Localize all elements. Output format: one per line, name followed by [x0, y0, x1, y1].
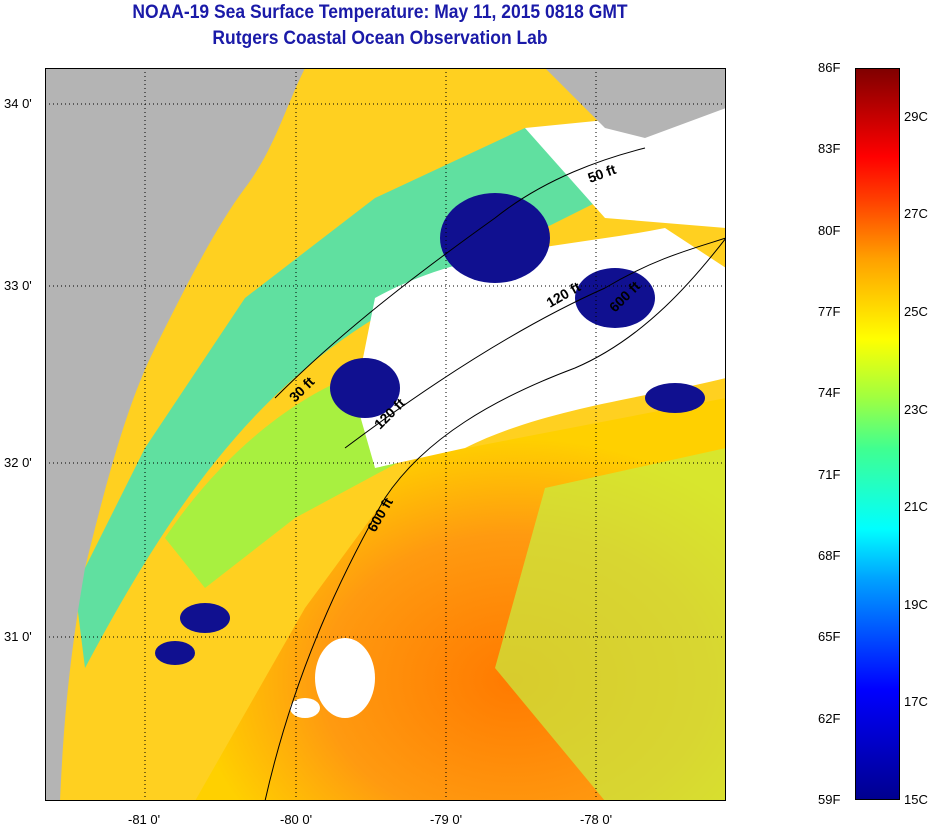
cool-band: [495, 448, 726, 801]
fahrenheit-tick-label: 86F: [818, 60, 841, 75]
cloud-area-north: [525, 108, 726, 228]
lat-label: 32 0': [4, 455, 32, 470]
lat-label: 33 0': [4, 278, 32, 293]
celsius-tick-label: 21C: [904, 499, 928, 515]
cloud-patches: [290, 638, 375, 718]
celsius-tick-label: 19C: [904, 596, 928, 612]
lon-label: -78 0': [580, 812, 613, 827]
lon-label: -80 0': [280, 812, 313, 827]
fahrenheit-tick-label: 80F: [818, 222, 841, 238]
shelf-water-green: [165, 368, 425, 588]
fahrenheit-tick-label: 62F: [818, 710, 841, 726]
celsius-tick-label: 27C: [904, 206, 928, 222]
fahrenheit-tick-label: 65F: [818, 629, 841, 645]
map-frame: [45, 68, 726, 801]
celsius-tick-label: 17C: [904, 694, 928, 710]
fahrenheit-tick-label: 77F: [818, 304, 841, 319]
land-mass: [45, 68, 305, 801]
cloud-edge-cold-pixels: [155, 193, 705, 665]
graticule: [45, 68, 726, 801]
temperature-colorbar: [855, 68, 900, 800]
celsius-tick-label: 29C: [904, 108, 928, 124]
celsius-tick-label: 15C: [904, 792, 928, 807]
fahrenheit-tick-label: 59F: [818, 792, 841, 807]
fahrenheit-tick-label: 68F: [818, 548, 841, 563]
celsius-tick-label: 25C: [904, 304, 928, 319]
land-mass-north: [545, 68, 726, 138]
fahrenheit-tick-label: 71F: [818, 466, 841, 482]
map-subtitle: Rutgers Coastal Ocean Observation Lab: [212, 28, 548, 49]
sst-map: 50 ft 120 ft 600 ft 30 ft 120 ft 600 ft: [45, 68, 726, 801]
bathymetry-contours: [264, 147, 726, 801]
lat-label: 34 0': [4, 96, 32, 111]
fahrenheit-tick-label: 83F: [818, 141, 841, 157]
map-title: NOAA-19 Sea Surface Temperature: May 11,…: [132, 2, 628, 23]
celsius-tick-label: 23C: [904, 401, 928, 417]
fahrenheit-tick-label: 74F: [818, 385, 841, 401]
lat-label: 31 0': [4, 629, 32, 644]
lon-label: -79 0': [430, 812, 463, 827]
lon-label: -81 0': [128, 812, 161, 827]
